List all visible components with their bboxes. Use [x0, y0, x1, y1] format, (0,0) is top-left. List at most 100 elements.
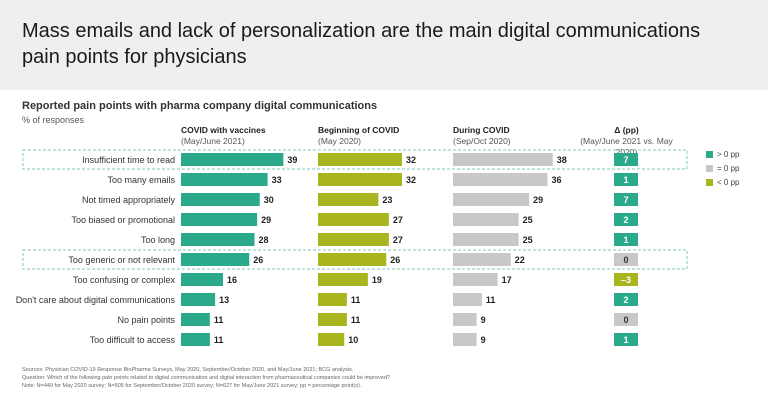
- sources-note: Sources: Physician COVID-19 Response Bio…: [22, 366, 722, 390]
- bar-during: [453, 173, 548, 186]
- bar-vaccines: [181, 273, 223, 286]
- bar-during: [453, 233, 519, 246]
- delta-badge: [614, 333, 638, 346]
- delta-label: 1: [623, 175, 628, 185]
- category-label: Too generic or not relevant: [68, 255, 175, 265]
- value-label: 16: [227, 275, 237, 285]
- value-label: 30: [264, 195, 274, 205]
- legend-swatch-zero: [706, 165, 713, 172]
- column-period: (May/June 2021 vs. May 2020): [580, 136, 673, 157]
- bar-vaccines: [181, 233, 255, 246]
- chart-unit-label: % of responses: [22, 115, 85, 125]
- delta-label: 2: [623, 295, 628, 305]
- category-label: Too difficult to access: [90, 335, 176, 345]
- value-label: 39: [287, 155, 297, 165]
- value-label: 27: [393, 235, 403, 245]
- value-label: 26: [253, 255, 263, 265]
- bar-during: [453, 293, 482, 306]
- legend-item-positive: > 0 pp: [706, 150, 739, 159]
- highlight-box: [22, 149, 688, 170]
- delta-label: 0: [623, 255, 628, 265]
- value-label: 11: [351, 315, 361, 325]
- bar-vaccines: [181, 173, 268, 186]
- legend-label: > 0 pp: [717, 150, 740, 159]
- legend-label: < 0 pp: [717, 178, 740, 187]
- bar-beginning: [318, 173, 402, 186]
- value-label: 26: [390, 255, 400, 265]
- delta-label: 1: [623, 235, 628, 245]
- bar-during: [453, 273, 498, 286]
- bar-vaccines: [181, 193, 260, 206]
- value-label: 9: [481, 315, 486, 325]
- bar-vaccines: [181, 293, 216, 306]
- delta-badge: [614, 273, 638, 286]
- bar-during: [453, 213, 519, 226]
- delta-label: 7: [623, 195, 628, 205]
- delta-badge: [614, 293, 638, 306]
- value-label: 19: [372, 275, 382, 285]
- value-label: 11: [214, 335, 224, 345]
- delta-label: 1: [623, 335, 628, 345]
- value-label: 23: [382, 195, 392, 205]
- legend-item-negative: < 0 pp: [706, 178, 739, 187]
- value-label: 32: [406, 155, 416, 165]
- bar-beginning: [318, 213, 389, 226]
- delta-badge: [614, 313, 638, 326]
- column-period: (May 2020): [318, 136, 361, 146]
- value-label: 10: [348, 335, 358, 345]
- value-label: 22: [515, 255, 525, 265]
- category-label: Too many emails: [107, 175, 175, 185]
- delta-badge: [614, 193, 638, 206]
- bar-during: [453, 313, 477, 326]
- value-label: 38: [557, 155, 567, 165]
- bar-vaccines: [181, 253, 250, 266]
- column-header-vaccines: COVID with vaccines (May/June 2021): [181, 125, 266, 147]
- value-label: 32: [406, 175, 416, 185]
- category-label: Not timed appropriately: [82, 195, 176, 205]
- category-label: Too long: [141, 235, 175, 245]
- value-label: 29: [533, 195, 543, 205]
- chart-subtitle: Reported pain points with pharma company…: [22, 100, 378, 112]
- bar-beginning: [318, 333, 345, 346]
- bar-during: [453, 193, 530, 206]
- legend-item-zero: = 0 pp: [706, 164, 739, 173]
- highlight-box: [22, 249, 688, 270]
- bar-during: [453, 153, 553, 166]
- delta-badge: [614, 233, 638, 246]
- header-band: [0, 0, 768, 90]
- bar-beginning: [318, 153, 402, 166]
- column-header-during: During COVID (Sep/Oct 2020): [453, 125, 511, 147]
- value-label: 11: [486, 295, 496, 305]
- column-header-beginning: Beginning of COVID (May 2020): [318, 125, 399, 147]
- bar-vaccines: [181, 333, 210, 346]
- bar-vaccines: [181, 153, 284, 166]
- column-title: During COVID: [453, 125, 510, 135]
- bar-beginning: [318, 233, 389, 246]
- legend-swatch-positive: [706, 151, 713, 158]
- column-period: (May/June 2021): [181, 136, 245, 146]
- bar-beginning: [318, 273, 368, 286]
- bar-during: [453, 253, 511, 266]
- value-label: 13: [219, 295, 229, 305]
- delta-label: 0: [623, 315, 628, 325]
- value-label: 25: [523, 215, 533, 225]
- bar-beginning: [318, 253, 387, 266]
- bar-beginning: [318, 193, 379, 206]
- column-period: (Sep/Oct 2020): [453, 136, 511, 146]
- delta-label: –3: [621, 275, 631, 285]
- column-title: Δ (pp): [614, 125, 639, 135]
- delta-label: 2: [623, 215, 628, 225]
- delta-badge: [614, 253, 638, 266]
- note-line: Note: N=449 for May 2020 survey; N=505 f…: [22, 383, 362, 389]
- bar-vaccines: [181, 213, 258, 226]
- page-title: Mass emails and lack of personalization …: [22, 20, 701, 68]
- category-label: Too confusing or complex: [73, 275, 176, 285]
- category-label: Insufficient time to read: [82, 155, 175, 165]
- bar-vaccines: [181, 313, 210, 326]
- column-header-delta: Δ (pp) (May/June 2021 vs. May 2020): [569, 125, 684, 158]
- delta-label: 7: [623, 155, 628, 165]
- value-label: 36: [552, 175, 562, 185]
- value-label: 9: [481, 335, 486, 345]
- value-label: 29: [261, 215, 271, 225]
